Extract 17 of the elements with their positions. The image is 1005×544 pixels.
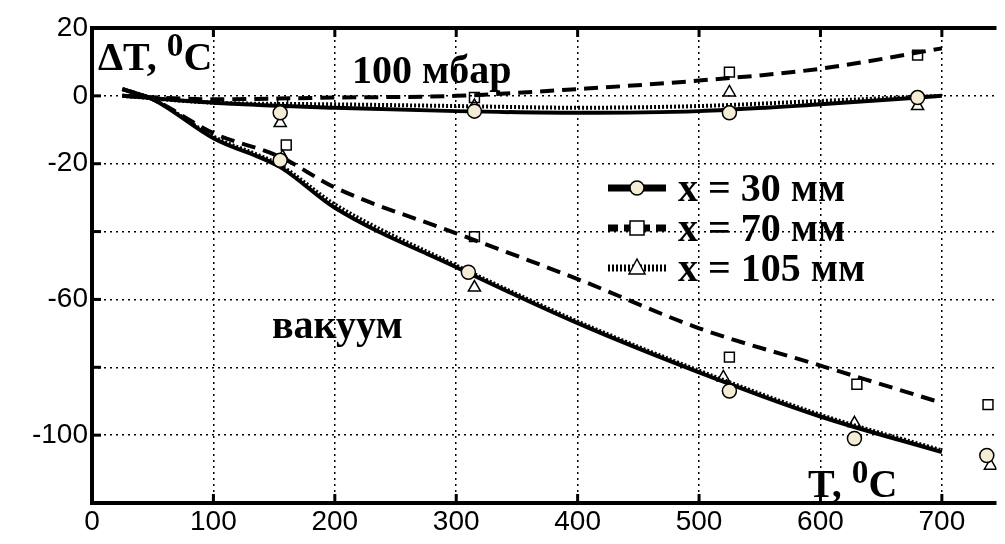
x-tick-label: 100 — [190, 504, 237, 536]
legend-label: x = 30 мм — [678, 165, 846, 210]
annotation: 100 мбар — [352, 47, 512, 92]
x-tick-label: 300 — [432, 504, 480, 536]
legend-label: x = 105 мм — [678, 245, 866, 290]
y-tick-label: 20 — [56, 10, 88, 42]
y-tick-label: -100 — [31, 417, 88, 449]
y-tick-label: -20 — [47, 146, 88, 178]
x-tick-label: 600 — [797, 504, 844, 536]
y-tick-label: -60 — [47, 282, 88, 314]
x-tick-label: 700 — [918, 504, 966, 536]
annotation: вакуум — [272, 302, 403, 347]
x-tick-label: 500 — [675, 504, 723, 536]
x-tick-label: 400 — [554, 504, 601, 536]
y-axis-title: ΔT, $^{0}$C — [98, 26, 213, 80]
x-tick-label: 200 — [311, 504, 359, 536]
y-tick-label: 0 — [72, 78, 88, 110]
